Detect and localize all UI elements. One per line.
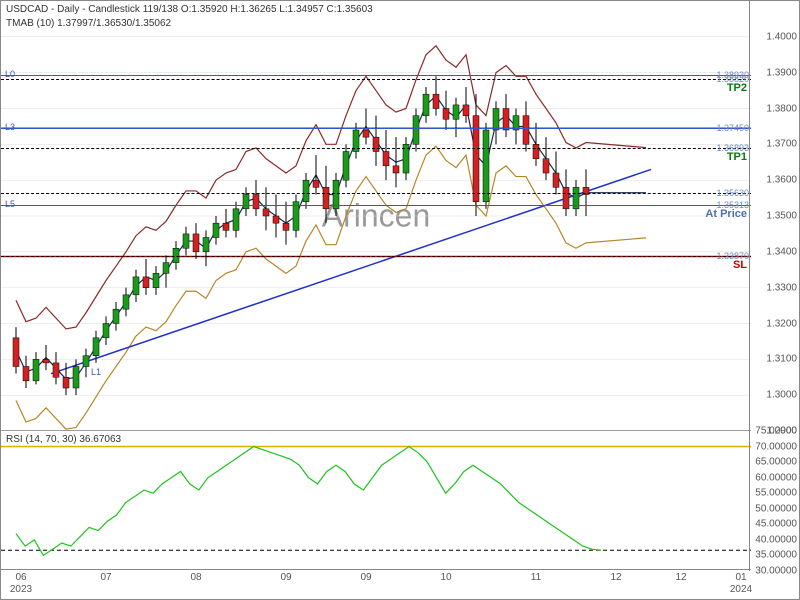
chart-container: USDCAD - Daily - Candlestick 119/138 O:1…	[0, 0, 800, 600]
rsi-y-axis: 30.0000035.0000040.0000045.0000050.00000…	[749, 431, 799, 571]
price-svg	[1, 1, 751, 431]
x-axis: 0607080909101112120120232024	[1, 569, 751, 599]
price-y-axis: 1.29001.30001.31001.32001.33001.34001.35…	[749, 1, 799, 431]
rsi-svg	[1, 431, 751, 571]
rsi-chart[interactable]: RSI (14, 70, 30) 36.67063	[1, 431, 751, 571]
price-chart[interactable]: USDCAD - Daily - Candlestick 119/138 O:1…	[1, 1, 751, 431]
